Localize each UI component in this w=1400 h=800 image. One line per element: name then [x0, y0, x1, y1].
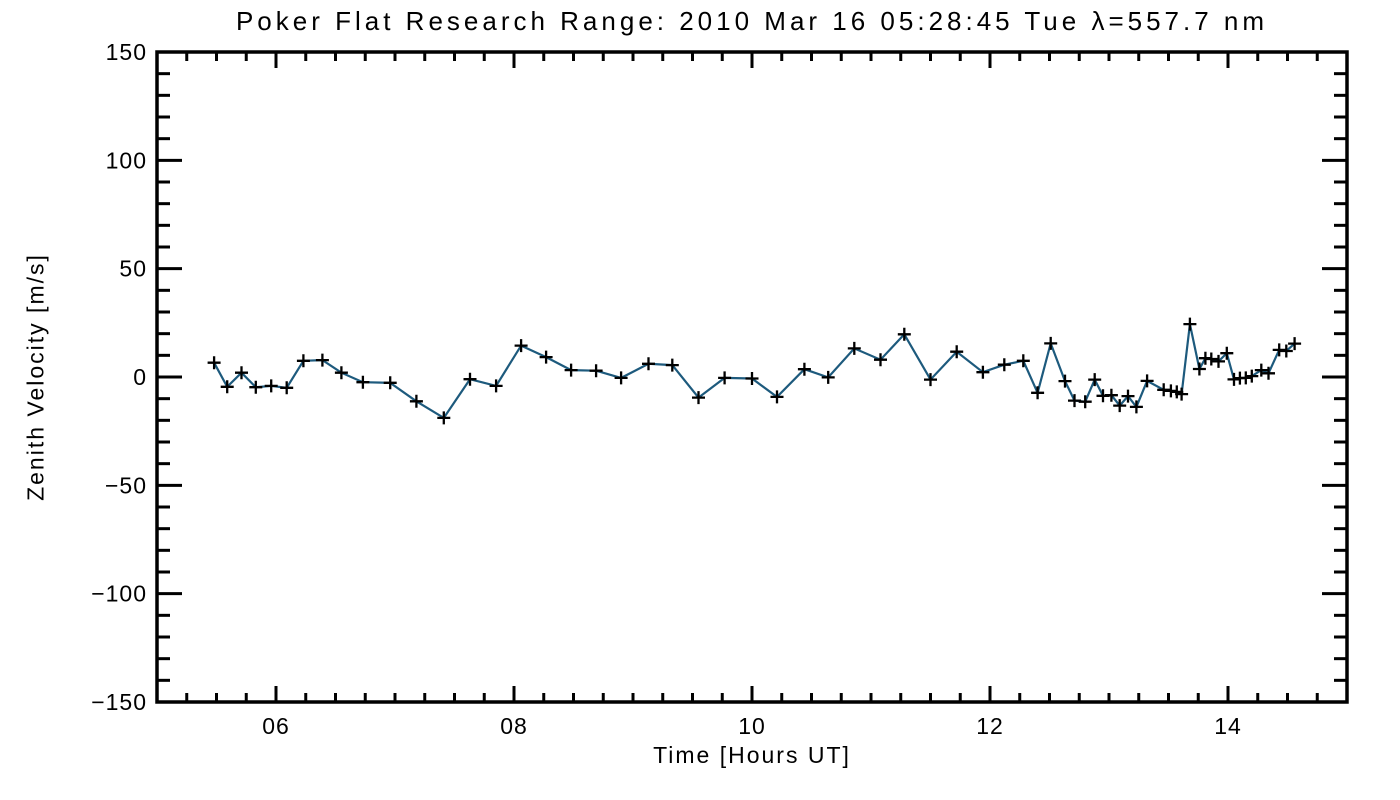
- y-tick-label: −150: [91, 689, 147, 715]
- chart-title: Poker Flat Research Range: 2010 Mar 16 0…: [235, 6, 1269, 36]
- x-tick-label: 14: [1214, 713, 1242, 739]
- y-tick-label: 100: [106, 147, 147, 173]
- x-tick-label: 08: [500, 713, 528, 739]
- x-axis-title: Time [Hours UT]: [653, 742, 851, 768]
- plot-box: [155, 50, 1349, 704]
- data-point-markers: [207, 317, 1302, 425]
- y-tick-label: −100: [91, 581, 147, 607]
- y-tick-label: 150: [106, 39, 147, 65]
- y-tick-label: 50: [119, 256, 147, 282]
- x-tick-label: 12: [976, 713, 1004, 739]
- y-tick-label: 0: [133, 364, 147, 390]
- x-tick-label: 10: [738, 713, 766, 739]
- y-tick-label: −50: [105, 472, 147, 498]
- data-line: [213, 323, 1296, 420]
- x-tick-label: 06: [262, 713, 290, 739]
